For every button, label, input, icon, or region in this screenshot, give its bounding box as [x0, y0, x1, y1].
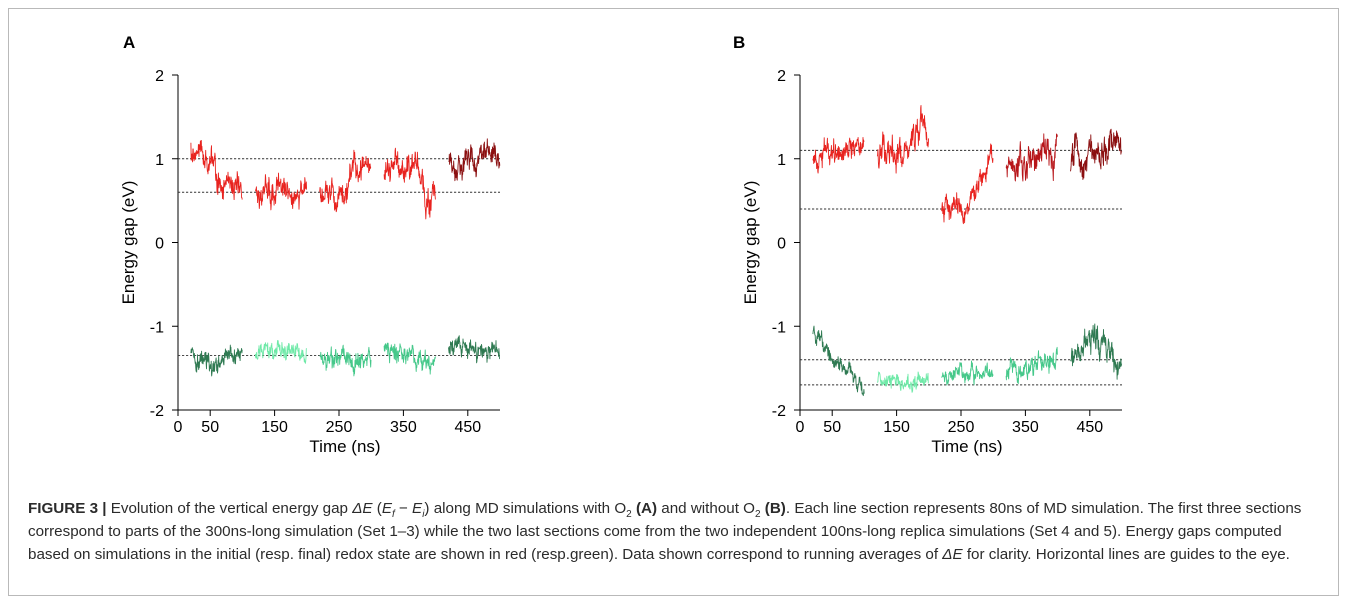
series-line — [448, 138, 501, 182]
caption-panel-ref-a: (A) — [635, 500, 658, 517]
series-line — [254, 172, 308, 211]
x-axis-label: Time (ns) — [309, 437, 380, 456]
y-tick-label: 1 — [155, 152, 164, 169]
x-tick-label: 250 — [326, 419, 353, 436]
series-line — [383, 147, 436, 220]
caption-subscript: 2 — [626, 509, 632, 521]
figure-frame — [8, 8, 1339, 596]
y-tick-label: 0 — [155, 236, 164, 253]
x-tick-label: 50 — [201, 419, 219, 436]
series-line — [941, 360, 994, 386]
y-tick-label: 2 — [155, 68, 164, 85]
caption-text: − — [394, 500, 413, 517]
chart-panel-a: A 2 1 0 -1 -2 0 50 150 250 350 450 Time (ns) Energy g… — [119, 33, 501, 456]
x-tick-label: 150 — [883, 419, 910, 436]
series-line — [876, 371, 929, 393]
x-tick-label: 0 — [174, 419, 183, 436]
series-line — [319, 344, 372, 377]
caption-symbol: E — [381, 500, 392, 517]
x-tick-label: 0 — [796, 419, 805, 436]
x-tick-label: 150 — [261, 419, 288, 436]
series-line — [1070, 128, 1123, 180]
caption-panel-ref-b: (B) — [764, 500, 786, 517]
caption-text: Evolution of the vertical energy gap — [106, 500, 353, 517]
caption-symbol: ΔE — [942, 546, 963, 563]
x-tick-label: 350 — [390, 419, 417, 436]
series-line — [383, 342, 436, 375]
y-axis-label: Energy gap (eV) — [741, 181, 760, 305]
caption-subscript: f — [391, 509, 395, 521]
series-line — [319, 149, 372, 213]
chart-panel-b: B 2 1 0 -1 -2 0 50 150 250 350 450 Time (ns) Energy g… — [733, 33, 1123, 456]
series-line — [812, 137, 865, 174]
caption-symbol: ΔE — [352, 500, 373, 517]
series-line — [190, 344, 243, 377]
series-line — [1005, 133, 1058, 182]
y-tick-label: -1 — [150, 319, 164, 336]
series-line — [448, 335, 500, 364]
y-axis-label: Energy gap (eV) — [119, 181, 138, 305]
caption-text: and without O — [657, 500, 755, 517]
series-line — [254, 340, 308, 364]
caption-text: ( — [372, 500, 382, 517]
series-line — [876, 105, 930, 174]
caption-symbol: E — [412, 500, 423, 517]
caption-subscript: 2 — [754, 509, 761, 521]
y-tick-label: -1 — [772, 319, 786, 336]
y-tick-label: 2 — [777, 68, 786, 85]
panel-label: B — [733, 33, 745, 52]
panel-label: A — [123, 33, 135, 52]
x-tick-label: 350 — [1012, 419, 1039, 436]
x-tick-label: 250 — [948, 419, 975, 436]
series-line — [1005, 346, 1058, 385]
series-line — [941, 143, 994, 225]
x-axis-label: Time (ns) — [931, 437, 1002, 456]
x-tick-label: 450 — [454, 419, 481, 436]
y-tick-label: 0 — [777, 236, 786, 253]
series-line — [812, 325, 865, 397]
x-tick-label: 450 — [1076, 419, 1103, 436]
y-tick-label: -2 — [772, 403, 786, 420]
y-tick-label: 1 — [777, 152, 786, 169]
figure-caption: FIGURE 3 | Evolution of the vertical ene… — [28, 497, 1324, 566]
caption-subscript: i — [422, 509, 425, 521]
series-line — [1070, 323, 1123, 380]
x-tick-label: 50 — [823, 419, 841, 436]
caption-text: for clarity. Horizontal lines are guides… — [962, 546, 1290, 563]
caption-text: . Each line section represents 80ns of M… — [28, 500, 1302, 563]
caption-label: FIGURE 3 | — [28, 500, 107, 517]
y-tick-label: -2 — [150, 403, 164, 420]
series-line — [190, 139, 243, 201]
caption-text: ) along MD simulations with O — [424, 500, 627, 517]
